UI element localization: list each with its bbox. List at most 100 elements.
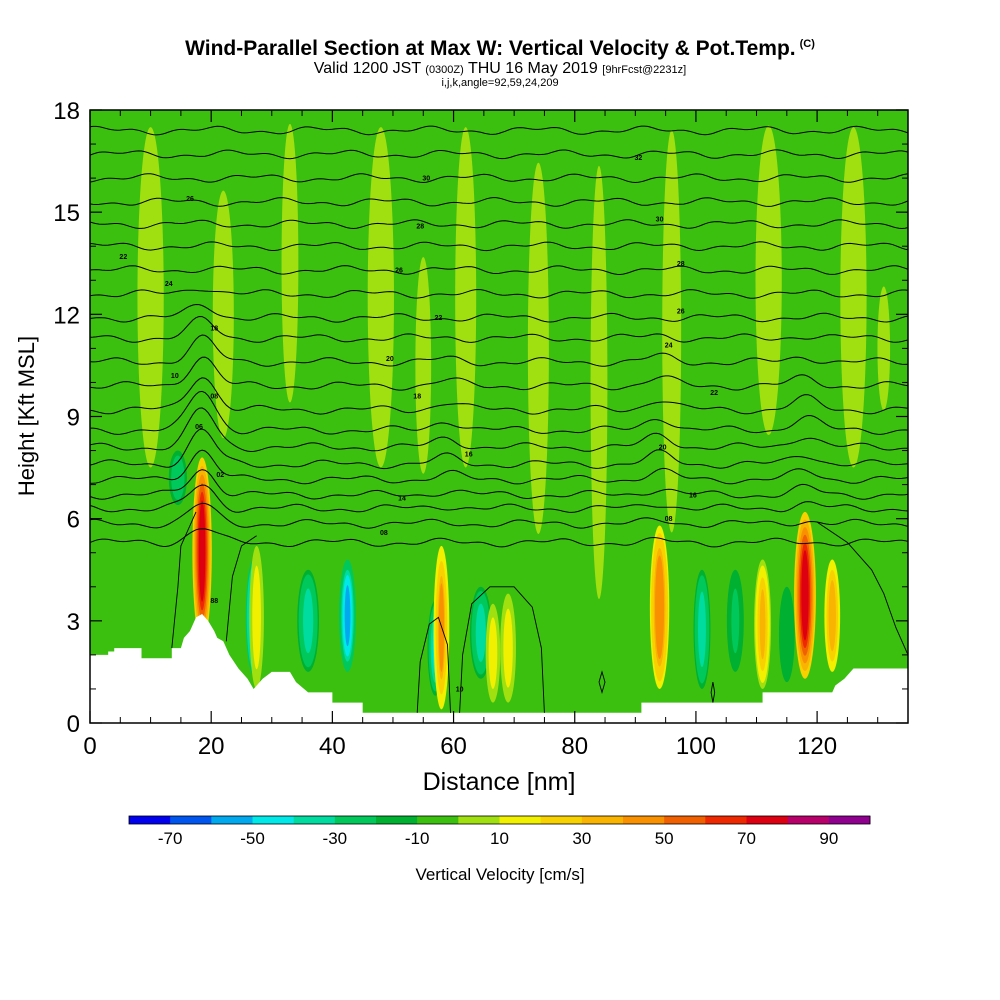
colorbar-tick-label: 30 [572, 829, 591, 848]
colorbar: -70 -50 -30 -10 10 30 50 70 90 [128, 815, 871, 848]
updraft-core [794, 511, 816, 679]
velocity-band [198, 500, 206, 602]
weak-updraft-plume [211, 178, 236, 451]
velocity-band [595, 253, 603, 512]
colorbar-swatch [417, 816, 459, 824]
subtitle-valid-time: Valid 1200 JST [313, 60, 421, 77]
contour-label: 14 [398, 496, 406, 503]
theta-contours [90, 125, 908, 548]
colorbar-swatch [170, 816, 212, 824]
velocity-band [848, 195, 859, 399]
updraft-core [192, 457, 212, 645]
colorbar-swatch [581, 816, 624, 824]
velocity-band [699, 597, 705, 662]
velocity-band [490, 626, 496, 680]
theta-isoline [90, 377, 908, 415]
colorbar-tick-label: 10 [490, 829, 509, 848]
theta-isoline [90, 449, 908, 485]
theta-isoline [90, 241, 908, 252]
x-tick-label: 20 [198, 733, 225, 760]
y-tick-label: 0 [67, 711, 80, 738]
contour-label: 26 [677, 308, 685, 315]
y-tick-label: 12 [53, 302, 80, 329]
colorbar-label: Vertical Velocity [cm/s] [415, 865, 584, 884]
theta-isoline [90, 334, 908, 367]
x-tick-label: 60 [440, 733, 467, 760]
velocity-band [732, 593, 739, 649]
velocity-band [534, 237, 543, 460]
contour-label: 08 [380, 530, 388, 537]
theta-isoline [90, 173, 908, 184]
updraft-core [500, 593, 516, 703]
weak-updraft-plume [876, 280, 892, 417]
weak-updraft-plume [589, 144, 609, 621]
downdraft-core [726, 569, 744, 672]
weak-updraft-plume [526, 144, 551, 553]
x-tick-label: 40 [319, 733, 346, 760]
theta-isoline [90, 356, 908, 391]
contour-label: 18 [413, 394, 421, 401]
y-tick-label: 9 [67, 405, 80, 432]
velocity-band [461, 195, 470, 399]
contour-label: 16 [465, 451, 473, 458]
colorbar-swatch [746, 816, 789, 824]
colorbar-swatch [293, 816, 336, 824]
weak-updraft-plume [365, 110, 396, 485]
y-axis-ticks: 0 3 6 9 12 15 18 [53, 98, 908, 738]
terrain-mask [90, 614, 908, 723]
y-axis-label: Height [Kft MSL] [14, 336, 39, 496]
velocity-band [656, 562, 663, 652]
contour-label: 02 [216, 472, 224, 479]
y-tick-label: 3 [67, 609, 80, 636]
velocity-band [344, 585, 351, 647]
contour-label: 32 [634, 155, 642, 162]
colorbar-tick-label: -30 [323, 829, 348, 848]
contour-label: 18 [210, 325, 218, 332]
theta-isoline [90, 265, 908, 276]
x-tick-label: 100 [676, 733, 716, 760]
colorbar-swatch [129, 816, 171, 824]
velocity-band [254, 578, 260, 657]
downdraft-core [339, 559, 357, 672]
theta-isoline [90, 303, 908, 323]
terrain [90, 614, 908, 723]
chart-parameters: i,j,k,angle=92,59,24,209 [441, 77, 559, 89]
velocity-band [286, 180, 294, 347]
contour-label: 22 [710, 390, 718, 397]
downdraft-core [297, 569, 320, 672]
colorbar-swatch [499, 816, 542, 824]
weak-updraft-plume [135, 110, 166, 485]
colorbar-swatch [540, 816, 583, 824]
y-tick-label: 18 [53, 98, 80, 125]
velocity-band [829, 585, 835, 647]
colorbar-swatch [376, 816, 418, 824]
contour-label: 28 [677, 261, 685, 268]
contour-label: 24 [665, 342, 673, 349]
contour-label: 10 [456, 686, 464, 693]
x-tick-label: 0 [83, 733, 96, 760]
colorbar-swatch [252, 816, 295, 824]
theta-isoline [90, 469, 908, 500]
subtitle-utc-time: (0300Z) [425, 64, 464, 76]
subtitle-date: THU 16 May 2019 [467, 60, 598, 77]
contour-label: 08 [665, 516, 673, 523]
x-tick-label: 80 [561, 733, 588, 760]
contour-label: 08 [210, 394, 218, 401]
contour-label: 06 [195, 424, 203, 431]
velocity-band [881, 311, 887, 386]
colorbar-swatch [458, 816, 500, 824]
velocity-band [375, 195, 386, 399]
colorbar-swatch [705, 816, 747, 824]
downdraft-core [778, 586, 795, 683]
zero-velocity-line [416, 616, 451, 713]
zero-velocity-line [816, 521, 908, 656]
updraft-core [485, 603, 501, 703]
contour-labels: 22 26 24 18 10 08 06 02 88 30 28 26 22 20 18 16 14 08 10 32… [119, 155, 718, 693]
x-tick-label: 120 [797, 733, 837, 760]
velocity-band [420, 300, 427, 430]
theta-isoline [90, 219, 908, 230]
zero-velocity-contours [171, 511, 908, 713]
contour-label: 24 [165, 281, 173, 288]
